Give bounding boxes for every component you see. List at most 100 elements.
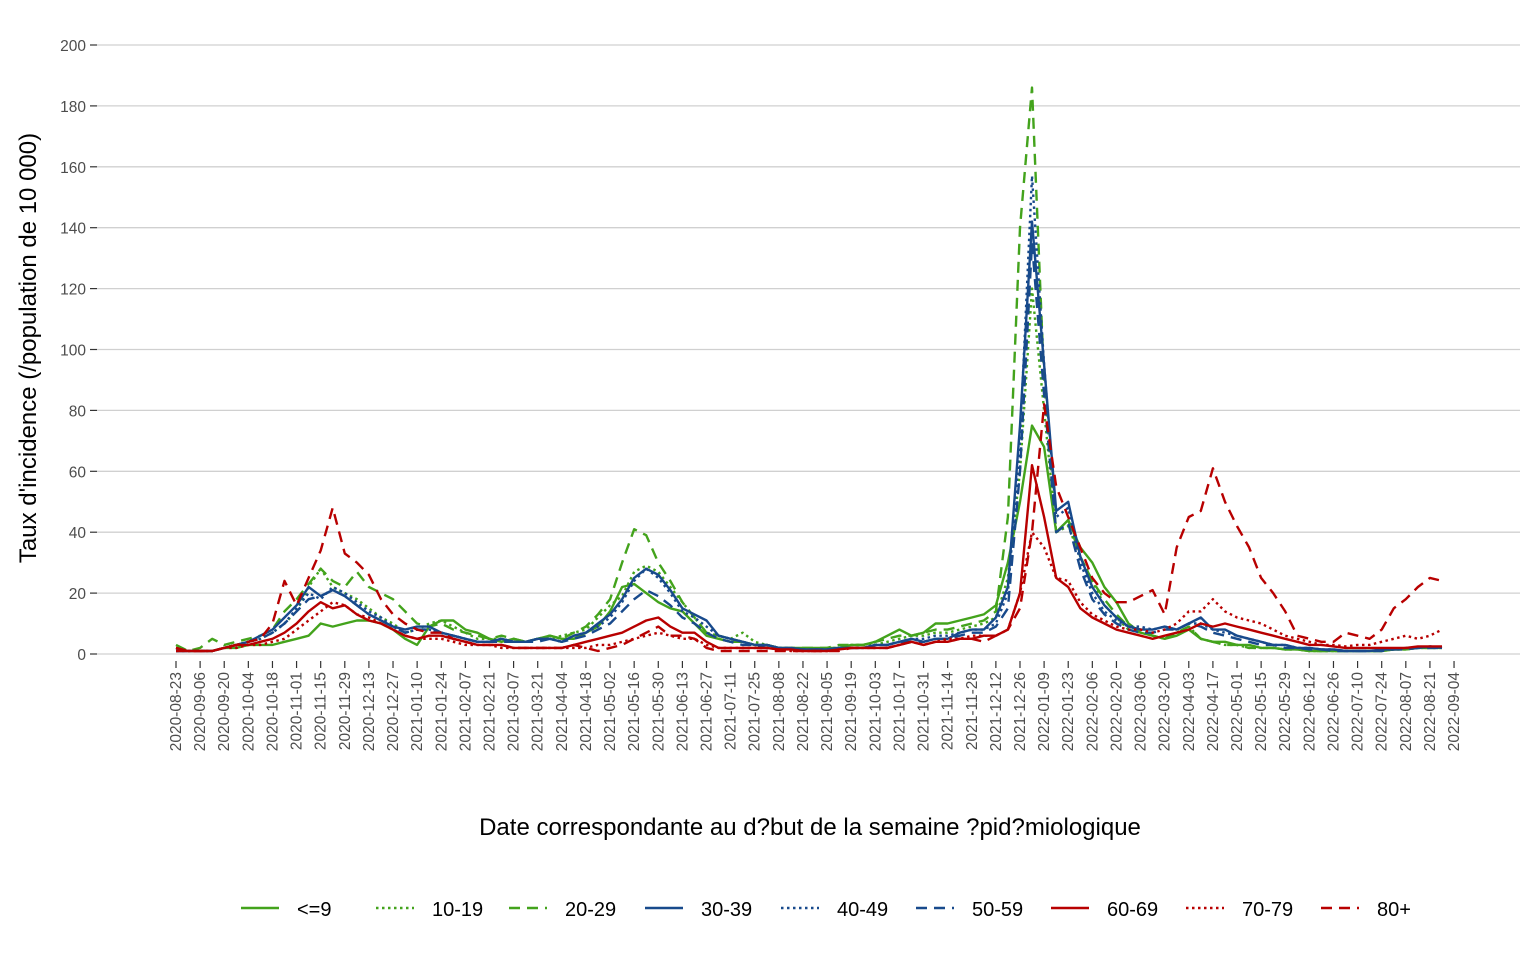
x-tick-label: 2022-07-10 <box>1350 672 1367 752</box>
x-tick-label: 2021-09-19 <box>843 672 860 751</box>
x-tick-label: 2022-05-29 <box>1277 672 1294 751</box>
legend-item: 80+ <box>1321 899 1411 921</box>
y-tick-label: 180 <box>60 99 86 116</box>
y-tick-label: 160 <box>60 160 86 177</box>
x-tick-label: 2021-02-21 <box>481 672 498 751</box>
legend-item: 20-29 <box>509 899 616 921</box>
x-tick-label: 2022-02-20 <box>1108 672 1125 752</box>
legend: <=9 10-19 20-29 30-39 40-49 50-59 60-69 70-79 80… <box>241 899 1411 921</box>
x-tick-label: 2021-10-17 <box>891 672 908 751</box>
x-tick-label: 2020-09-20 <box>216 672 233 752</box>
x-tick-label: 2021-10-03 <box>867 672 884 751</box>
x-tick-label: 2020-11-01 <box>289 672 306 750</box>
x-tick-label: 2021-06-13 <box>674 672 691 751</box>
x-tick-label: 2020-08-23 <box>168 672 185 751</box>
y-axis-title: Taux d'incidence (/population de 10 000) <box>15 133 42 563</box>
series-line-9 <box>175 424 1442 653</box>
legend-item: 30-39 <box>645 899 752 921</box>
x-tick-label: 2020-10-04 <box>240 672 257 752</box>
x-tick-label: 2021-11-14 <box>940 672 957 751</box>
x-tick-label: 2021-10-31 <box>916 672 933 751</box>
x-tick-label: 2021-11-28 <box>964 672 981 750</box>
series-line-80plus <box>175 403 1443 653</box>
legend-label: 70-79 <box>1242 899 1293 921</box>
x-tick-label: 2022-09-04 <box>1446 672 1463 752</box>
x-tick-label: 2021-06-27 <box>699 672 716 751</box>
x-tick-label: 2022-08-21 <box>1422 672 1439 751</box>
x-tick-label: 2021-04-18 <box>578 672 595 751</box>
x-tick-label: 2021-03-07 <box>506 672 523 751</box>
x-tick-label: 2021-07-11 <box>723 672 740 750</box>
x-tick-label: 2022-01-09 <box>1036 672 1053 751</box>
y-axis: 0 20 40 60 80 100 120 140 160 180 200 <box>60 38 97 664</box>
y-tick-label: 80 <box>69 403 87 420</box>
x-tick-label: 2022-04-03 <box>1181 672 1198 751</box>
x-tick-label: 2020-11-15 <box>313 672 330 750</box>
x-tick-label: 2022-05-01 <box>1229 672 1246 751</box>
x-tick-label: 2021-01-24 <box>433 672 450 752</box>
legend-label: <=9 <box>297 899 331 921</box>
x-tick-label: 2021-08-22 <box>795 672 812 751</box>
x-tick-label: 2022-02-06 <box>1084 672 1101 751</box>
y-tick-label: 140 <box>60 221 86 238</box>
x-tick-label: 2021-03-21 <box>530 672 547 751</box>
x-tick-label: 2021-09-05 <box>819 672 836 751</box>
x-axis: 2020-08-23 2020-09-06 2020-09-20 2020-10-04… <box>168 661 1463 751</box>
series-line-1019 <box>176 287 1442 653</box>
x-tick-label: 2022-08-07 <box>1398 672 1415 751</box>
y-tick-label: 200 <box>60 38 86 55</box>
y-tick-label: 20 <box>69 586 87 603</box>
legend-label: 50-59 <box>972 899 1023 921</box>
x-tick-label: 2020-12-13 <box>361 672 378 751</box>
legend-label: 20-29 <box>565 899 616 921</box>
legend-label: 10-19 <box>432 899 483 921</box>
x-tick-label: 2021-12-12 <box>988 672 1005 751</box>
x-tick-label: 2021-05-16 <box>626 672 643 751</box>
x-tick-label: 2021-01-10 <box>409 672 426 752</box>
series-line-5059 <box>176 241 1442 653</box>
y-tick-label: 40 <box>69 525 87 542</box>
x-tick-label: 2021-04-04 <box>554 672 571 752</box>
legend-item: <=9 <box>241 899 331 921</box>
series-line-6069 <box>176 464 1442 653</box>
gridlines <box>97 44 1520 655</box>
x-tick-label: 2021-05-30 <box>650 672 667 752</box>
x-tick-label: 2020-09-06 <box>192 672 209 751</box>
x-tick-label: 2020-10-18 <box>264 672 281 751</box>
x-tick-label: 2020-11-29 <box>337 672 354 750</box>
series-lines <box>175 86 1443 653</box>
x-tick-label: 2022-04-17 <box>1205 672 1222 751</box>
legend-label: 80+ <box>1377 899 1411 921</box>
series-line-3039 <box>176 220 1443 653</box>
x-tick-label: 2022-06-26 <box>1325 672 1342 751</box>
x-tick-label: 2021-02-07 <box>457 672 474 751</box>
y-tick-label: 0 <box>77 647 86 664</box>
x-tick-label: 2022-01-23 <box>1060 672 1077 751</box>
legend-label: 40-49 <box>837 899 888 921</box>
x-tick-label: 2021-05-02 <box>602 672 619 751</box>
legend-item: 70-79 <box>1186 899 1293 921</box>
legend-item: 10-19 <box>376 899 483 921</box>
x-tick-label: 2022-06-12 <box>1301 672 1318 751</box>
legend-item: 50-59 <box>916 899 1023 921</box>
legend-item: 40-49 <box>781 899 888 921</box>
x-tick-label: 2022-03-06 <box>1133 672 1150 751</box>
x-tick-label: 2021-08-08 <box>771 672 788 751</box>
x-tick-label: 2022-03-20 <box>1157 672 1174 752</box>
x-tick-label: 2022-07-24 <box>1374 672 1391 752</box>
legend-label: 30-39 <box>701 899 752 921</box>
legend-item: 60-69 <box>1051 899 1158 921</box>
legend-label: 60-69 <box>1107 899 1158 921</box>
x-tick-label: 2022-05-15 <box>1253 672 1270 751</box>
series-line-4049 <box>176 174 1443 653</box>
series-line-2029 <box>175 86 1442 653</box>
y-tick-label: 120 <box>60 282 86 299</box>
series-line-7079 <box>175 531 1443 653</box>
y-tick-label: 60 <box>69 464 87 481</box>
y-tick-label: 100 <box>60 343 86 360</box>
x-tick-label: 2020-12-27 <box>385 672 402 751</box>
x-tick-label: 2021-07-25 <box>747 672 764 751</box>
x-axis-title: Date correspondante au d?but de la semai… <box>479 814 1141 841</box>
x-tick-label: 2021-12-26 <box>1012 672 1029 751</box>
